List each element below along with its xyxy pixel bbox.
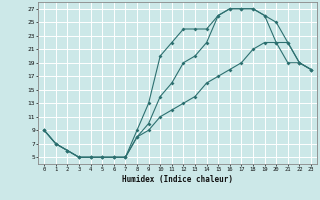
X-axis label: Humidex (Indice chaleur): Humidex (Indice chaleur): [122, 175, 233, 184]
